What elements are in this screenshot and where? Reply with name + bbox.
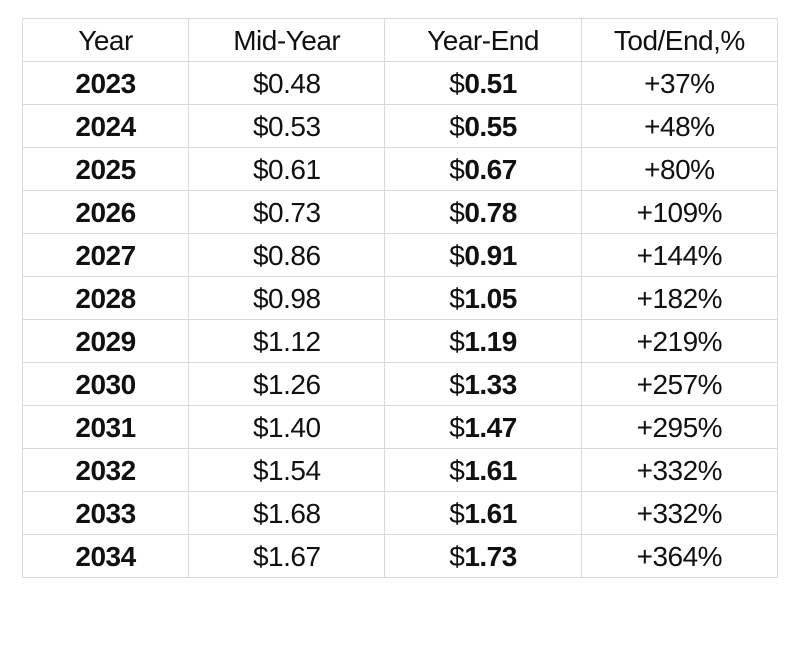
- table-row: 2033 $1.68 $1.61 +332%: [23, 492, 778, 535]
- cell-mid-year: $0.61: [189, 148, 385, 191]
- cell-mid-year: $1.67: [189, 535, 385, 578]
- cell-year-end: $1.61: [385, 449, 581, 492]
- cell-year: 2027: [23, 234, 189, 277]
- cell-tod-end: +37%: [581, 62, 777, 105]
- cell-year: 2023: [23, 62, 189, 105]
- header-row: Year Mid-Year Year-End Tod/End,%: [23, 19, 778, 62]
- cell-year-end: $0.91: [385, 234, 581, 277]
- forecast-table: Year Mid-Year Year-End Tod/End,% 2023 $0…: [22, 18, 778, 578]
- cell-tod-end: +109%: [581, 191, 777, 234]
- cell-tod-end: +332%: [581, 449, 777, 492]
- col-header-tod-end: Tod/End,%: [581, 19, 777, 62]
- cell-year: 2026: [23, 191, 189, 234]
- cell-year: 2029: [23, 320, 189, 363]
- table-row: 2027 $0.86 $0.91 +144%: [23, 234, 778, 277]
- table-row: 2030 $1.26 $1.33 +257%: [23, 363, 778, 406]
- cell-year: 2030: [23, 363, 189, 406]
- table-row: 2032 $1.54 $1.61 +332%: [23, 449, 778, 492]
- table-body: 2023 $0.48 $0.51 +37% 2024 $0.53 $0.55 +…: [23, 62, 778, 578]
- cell-year: 2032: [23, 449, 189, 492]
- cell-year-end: $0.67: [385, 148, 581, 191]
- cell-mid-year: $0.48: [189, 62, 385, 105]
- cell-year-end: $1.05: [385, 277, 581, 320]
- cell-mid-year: $1.26: [189, 363, 385, 406]
- cell-mid-year: $1.12: [189, 320, 385, 363]
- table-row: 2028 $0.98 $1.05 +182%: [23, 277, 778, 320]
- cell-year-end: $0.55: [385, 105, 581, 148]
- cell-mid-year: $1.68: [189, 492, 385, 535]
- table-row: 2031 $1.40 $1.47 +295%: [23, 406, 778, 449]
- table-row: 2034 $1.67 $1.73 +364%: [23, 535, 778, 578]
- cell-year-end: $0.78: [385, 191, 581, 234]
- cell-year-end: $1.33: [385, 363, 581, 406]
- col-header-year-end: Year-End: [385, 19, 581, 62]
- table-row: 2024 $0.53 $0.55 +48%: [23, 105, 778, 148]
- table-row: 2023 $0.48 $0.51 +37%: [23, 62, 778, 105]
- cell-year: 2028: [23, 277, 189, 320]
- cell-tod-end: +257%: [581, 363, 777, 406]
- cell-tod-end: +144%: [581, 234, 777, 277]
- cell-year: 2034: [23, 535, 189, 578]
- cell-year: 2025: [23, 148, 189, 191]
- cell-year-end: $1.47: [385, 406, 581, 449]
- cell-tod-end: +80%: [581, 148, 777, 191]
- col-header-year: Year: [23, 19, 189, 62]
- cell-year-end: $1.61: [385, 492, 581, 535]
- cell-mid-year: $1.54: [189, 449, 385, 492]
- cell-mid-year: $0.53: [189, 105, 385, 148]
- cell-year: 2033: [23, 492, 189, 535]
- cell-mid-year: $0.73: [189, 191, 385, 234]
- table-row: 2029 $1.12 $1.19 +219%: [23, 320, 778, 363]
- cell-year: 2024: [23, 105, 189, 148]
- cell-tod-end: +219%: [581, 320, 777, 363]
- cell-tod-end: +295%: [581, 406, 777, 449]
- cell-year-end: $1.73: [385, 535, 581, 578]
- col-header-mid-year: Mid-Year: [189, 19, 385, 62]
- cell-tod-end: +332%: [581, 492, 777, 535]
- table-row: 2025 $0.61 $0.67 +80%: [23, 148, 778, 191]
- cell-mid-year: $0.86: [189, 234, 385, 277]
- cell-year-end: $0.51: [385, 62, 581, 105]
- cell-tod-end: +182%: [581, 277, 777, 320]
- cell-mid-year: $1.40: [189, 406, 385, 449]
- cell-mid-year: $0.98: [189, 277, 385, 320]
- table-row: 2026 $0.73 $0.78 +109%: [23, 191, 778, 234]
- cell-year-end: $1.19: [385, 320, 581, 363]
- cell-tod-end: +364%: [581, 535, 777, 578]
- cell-tod-end: +48%: [581, 105, 777, 148]
- cell-year: 2031: [23, 406, 189, 449]
